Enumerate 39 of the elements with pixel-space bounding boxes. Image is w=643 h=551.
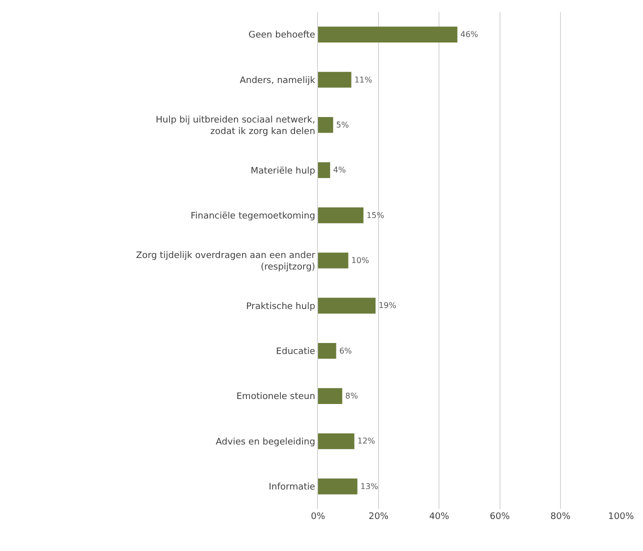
data-label: 15% [366,210,385,220]
data-label: 10% [351,256,370,265]
bar [318,342,336,359]
data-label: 19% [378,301,397,310]
y-tick-label: Emotionele steun [236,392,316,402]
bar [318,117,334,133]
data-label: 13% [360,482,379,491]
bar [318,298,376,314]
bar [318,72,352,88]
y-tick-label: Zorg tijdelijk overdragen aan een ander (respijtzorg) [136,250,316,272]
x-tick-label: 80% [550,512,571,522]
y-tick-label: Materiële hulp [250,166,316,176]
x-tick-label: 20% [368,512,390,522]
data-label: 4% [333,166,346,175]
y-tick-label: Hulp bij uitbreiden sociaal netwerk, zodat ik zorg kan delen [156,115,316,137]
data-label: 11% [354,75,373,84]
bar [318,162,330,178]
bar [318,207,364,224]
bar [318,388,342,404]
bar [318,252,348,268]
y-tick-label: Geen behoefte [248,30,316,41]
x-tick-label: 40% [429,512,450,522]
y-tick-label: Educatie [276,347,316,358]
data-label: 46% [460,30,479,40]
y-tick-label: Informatie [268,482,316,493]
x-tick-label: 0% [310,512,326,522]
data-label: 8% [345,392,358,401]
y-tick-label: Financiële tegemoetkoming [190,211,316,222]
y-tick-label: Anders, namelijk [240,76,316,86]
bar [318,26,458,42]
y-tick-label: Advies en begeleiding [216,437,316,448]
bar [318,433,354,450]
x-tick-label: 100% [608,512,634,522]
data-label: 5% [336,120,350,130]
data-label: 12% [357,436,376,446]
data-label: 6% [339,346,352,356]
y-tick-label: Praktische hulp [246,302,316,312]
x-tick-label: 60% [490,512,510,522]
bar [318,478,358,494]
